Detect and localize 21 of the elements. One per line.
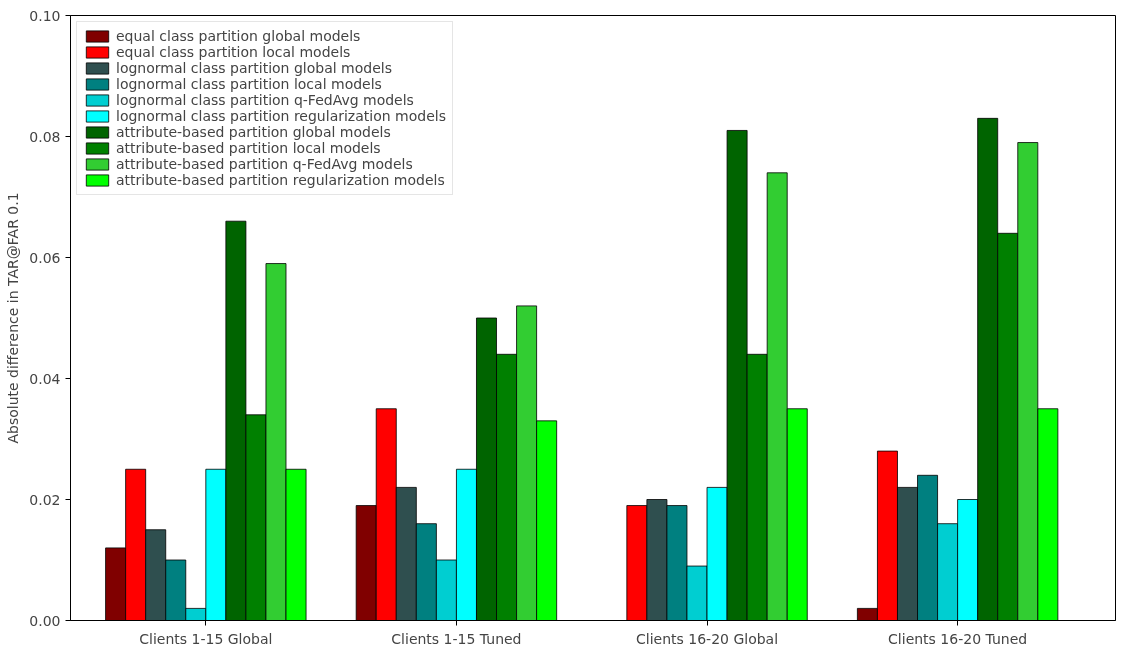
legend-label: attribute-based partition regularization models (116, 172, 445, 188)
y-tick-label: 0.00 (29, 612, 61, 629)
x-tick-label: Clients 1-15 Global (139, 630, 273, 647)
y-tick-label: 0.10 (29, 7, 61, 24)
x-tick-label: Clients 16-20 Tuned (888, 630, 1028, 647)
legend-label: equal class partition global models (116, 28, 361, 44)
legend-label: lognormal class partition global models (116, 60, 392, 76)
y-tick-label: 0.02 (29, 491, 61, 508)
y-tick-label: 0.08 (29, 128, 61, 145)
legend-label: lognormal class partition local models (116, 76, 382, 92)
y-tick-label: 0.06 (29, 249, 61, 266)
legend-label: attribute-based partition global models (116, 124, 391, 140)
legend-label: lognormal class partition q-FedAvg models (116, 92, 414, 108)
x-tick-label: Clients 1-15 Tuned (391, 630, 522, 647)
legend-label: attribute-based partition q-FedAvg models (116, 156, 413, 172)
y-tick-label: 0.04 (29, 370, 61, 387)
y-axis-title: Absolute difference in TAR@FAR 0.1 (5, 192, 22, 444)
x-tick-label: Clients 16-20 Global (635, 630, 779, 647)
legend-label: equal class partition local models (116, 44, 351, 60)
legend-label: attribute-based partition local models (116, 140, 381, 156)
legend-label: lognormal class partition regularization models (116, 108, 446, 124)
